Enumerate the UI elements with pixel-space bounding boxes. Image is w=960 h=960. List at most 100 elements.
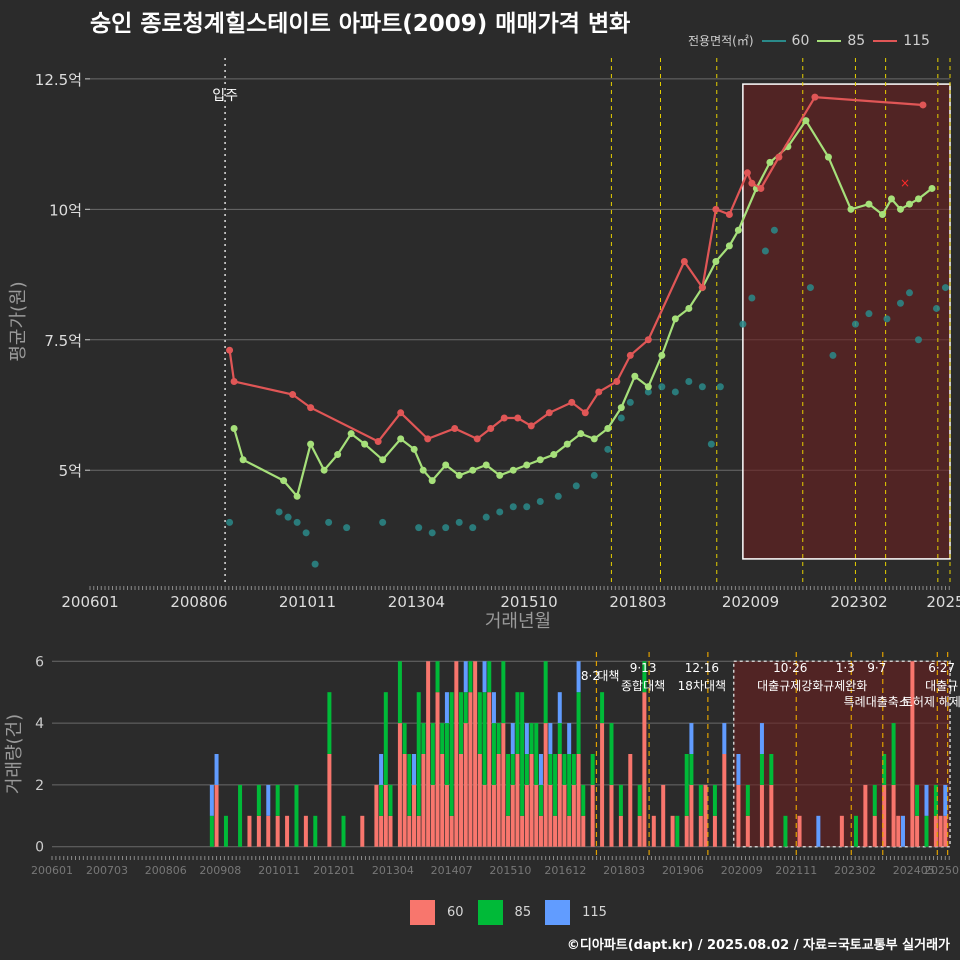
bar-60: [285, 815, 290, 847]
bar-60: [609, 784, 614, 847]
point-85: [379, 456, 387, 464]
point-115: [500, 414, 508, 422]
legend-bottom-label-85: 85: [514, 905, 532, 920]
x-tick-label: 201510: [500, 593, 557, 611]
point-60: [554, 492, 562, 500]
vol-x-tick-label: 201510: [489, 864, 531, 877]
point-60: [806, 284, 814, 292]
point-85: [766, 158, 774, 166]
x-tick-label: 2025: [926, 593, 960, 611]
point-115: [748, 179, 756, 187]
point-115: [698, 284, 706, 292]
bar-85: [515, 692, 520, 754]
point-60: [325, 518, 333, 526]
event-label: 종합대책: [621, 678, 665, 693]
bar-85: [675, 815, 680, 847]
event-label: 대출규: [925, 679, 958, 693]
point-85: [824, 153, 832, 161]
legend-item-115: 115: [873, 33, 930, 49]
point-115: [811, 93, 819, 101]
bar-85: [468, 661, 473, 693]
point-85: [536, 456, 544, 464]
bar-60: [538, 815, 543, 847]
point-85: [577, 430, 585, 438]
bar-60: [374, 784, 379, 847]
bar-60: [402, 754, 407, 847]
bar-85: [783, 815, 788, 847]
point-85: [334, 451, 342, 459]
event-label: 토허제 해제: [902, 695, 960, 709]
point-60: [617, 414, 625, 422]
bar-85: [567, 754, 572, 816]
point-60: [343, 524, 351, 532]
point-60: [415, 524, 423, 532]
point-60: [896, 299, 904, 307]
bar-60: [520, 815, 525, 847]
vol-y-tick-label: 6: [35, 654, 44, 670]
vol-highlight-region: [732, 660, 951, 848]
bar-85: [444, 723, 449, 785]
vol-x-tick-label: 200908: [199, 864, 241, 877]
point-85: [239, 456, 247, 464]
bar-60: [482, 784, 487, 847]
bar-85: [449, 692, 454, 816]
point-60: [698, 383, 706, 391]
point-60: [523, 503, 531, 511]
point-85: [293, 492, 301, 500]
bar-85: [397, 661, 402, 724]
point-60: [428, 529, 436, 537]
footer-credit: ©디아파트(dapt.kr) / 2025.08.02 / 자료=국토교통부 실…: [566, 938, 950, 953]
bar-60: [421, 754, 426, 847]
bar-85: [407, 754, 412, 816]
bar-60: [553, 815, 558, 847]
vol-x-tick-label: 202405: [893, 864, 935, 877]
bar-60: [581, 815, 586, 847]
bar-85: [388, 784, 393, 816]
legend-swatch-115: [545, 900, 571, 925]
bar-60: [872, 815, 877, 847]
point-85: [685, 304, 693, 312]
bar-60: [435, 692, 440, 847]
vol-x-tick-label: 201803: [603, 864, 645, 877]
event-label: 18차대책: [678, 678, 726, 693]
point-60: [482, 513, 490, 521]
bar-85: [496, 723, 501, 754]
point-85: [617, 404, 625, 412]
bar-85: [745, 784, 750, 816]
bar-85: [313, 815, 318, 847]
point-85: [442, 461, 450, 469]
point-60: [914, 336, 922, 344]
point-115: [581, 409, 589, 417]
bar-115: [689, 723, 694, 754]
bar-60: [759, 784, 764, 847]
bar-85: [872, 784, 877, 816]
series-line-85: [233, 118, 933, 499]
bar-60: [515, 754, 520, 847]
bar-115: [900, 815, 905, 847]
bar-115: [444, 692, 449, 724]
point-85: [397, 435, 405, 443]
bar-60: [670, 815, 675, 847]
point-115: [487, 424, 495, 432]
bar-85: [538, 784, 543, 816]
bar-60: [247, 815, 252, 847]
point-85: [644, 383, 652, 391]
point-115: [307, 404, 315, 412]
bar-115: [548, 723, 553, 754]
point-85: [419, 466, 427, 474]
bar-115: [463, 661, 468, 693]
y-tick-label: 10억: [49, 201, 82, 219]
y-axis-title: 평균가(원): [8, 281, 29, 361]
point-85: [725, 242, 733, 250]
bar-60: [661, 784, 666, 847]
bar-85: [684, 754, 689, 816]
bar-60: [275, 815, 280, 847]
event-date: 1·3: [836, 661, 855, 675]
point-85: [410, 445, 418, 453]
event-label: 대책: [597, 668, 619, 683]
y-tick-label: 5억: [59, 462, 82, 480]
bar-85: [642, 661, 647, 693]
point-60: [626, 398, 634, 406]
bar-85: [421, 723, 426, 754]
